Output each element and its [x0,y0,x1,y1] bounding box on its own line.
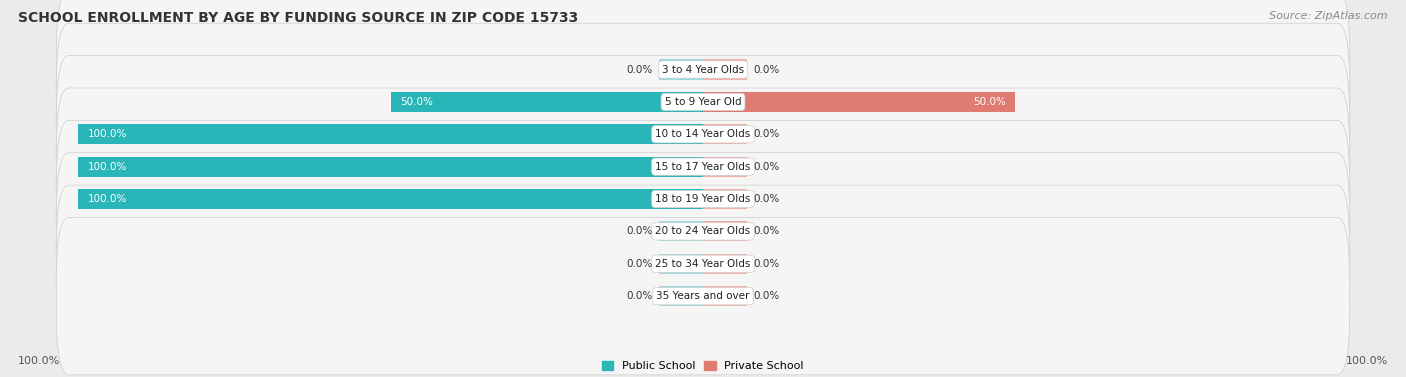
Bar [659,60,703,80]
Text: 15 to 17 Year Olds: 15 to 17 Year Olds [655,162,751,172]
Text: 50.0%: 50.0% [399,97,433,107]
Bar [659,221,703,241]
FancyBboxPatch shape [56,55,1350,213]
Bar [659,254,703,274]
Text: 0.0%: 0.0% [754,194,779,204]
Text: 100.0%: 100.0% [87,162,127,172]
Bar [79,189,703,209]
FancyBboxPatch shape [56,218,1350,375]
Text: 0.0%: 0.0% [627,64,652,75]
Text: 18 to 19 Year Olds: 18 to 19 Year Olds [655,194,751,204]
Bar [79,156,703,177]
Text: 0.0%: 0.0% [754,64,779,75]
Text: 10 to 14 Year Olds: 10 to 14 Year Olds [655,129,751,139]
Text: 3 to 4 Year Olds: 3 to 4 Year Olds [662,64,744,75]
Legend: Public School, Private School: Public School, Private School [598,356,808,375]
Text: 100.0%: 100.0% [1346,356,1388,366]
Text: 0.0%: 0.0% [754,291,779,301]
Text: 0.0%: 0.0% [754,129,779,139]
FancyBboxPatch shape [56,88,1350,245]
Bar [391,92,703,112]
Text: 0.0%: 0.0% [754,227,779,236]
Bar [703,60,747,80]
FancyBboxPatch shape [56,0,1350,148]
Text: 0.0%: 0.0% [754,162,779,172]
Bar [703,156,747,177]
Text: Source: ZipAtlas.com: Source: ZipAtlas.com [1270,11,1388,21]
Text: 100.0%: 100.0% [87,194,127,204]
Bar [79,124,703,144]
Text: 0.0%: 0.0% [627,227,652,236]
Bar [659,286,703,306]
Text: 100.0%: 100.0% [18,356,60,366]
Text: 20 to 24 Year Olds: 20 to 24 Year Olds [655,227,751,236]
Bar [703,92,1015,112]
Text: 0.0%: 0.0% [627,291,652,301]
Text: 100.0%: 100.0% [87,129,127,139]
Text: 0.0%: 0.0% [627,259,652,269]
Bar [703,189,747,209]
Bar [703,286,747,306]
FancyBboxPatch shape [56,153,1350,310]
Text: 25 to 34 Year Olds: 25 to 34 Year Olds [655,259,751,269]
Text: 35 Years and over: 35 Years and over [657,291,749,301]
Text: 5 to 9 Year Old: 5 to 9 Year Old [665,97,741,107]
Bar [703,254,747,274]
FancyBboxPatch shape [56,185,1350,342]
Text: SCHOOL ENROLLMENT BY AGE BY FUNDING SOURCE IN ZIP CODE 15733: SCHOOL ENROLLMENT BY AGE BY FUNDING SOUR… [18,11,578,25]
FancyBboxPatch shape [56,23,1350,181]
Text: 50.0%: 50.0% [973,97,1007,107]
Text: 0.0%: 0.0% [754,259,779,269]
Bar [703,124,747,144]
FancyBboxPatch shape [56,120,1350,278]
Bar [703,221,747,241]
